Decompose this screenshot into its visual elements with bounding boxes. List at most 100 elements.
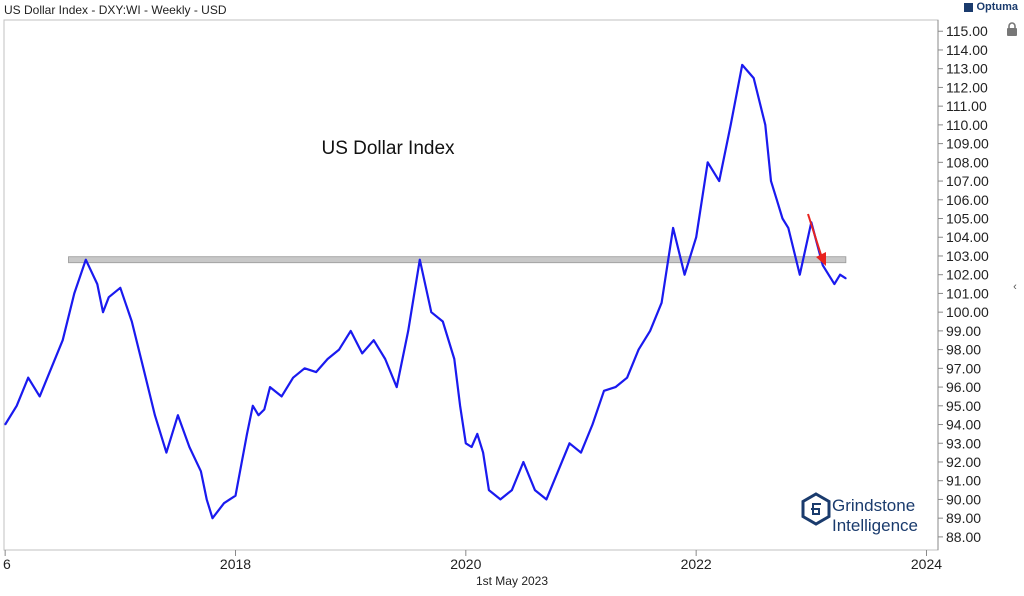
y-tick-label: 103.00 <box>946 248 989 264</box>
resistance-band <box>68 256 847 264</box>
data-point <box>839 273 841 276</box>
chevron-left-icon[interactable]: ‹ <box>1013 281 1017 293</box>
data-point <box>338 348 340 351</box>
watermark-line1: Grindstone <box>832 496 915 515</box>
y-tick-label: 108.00 <box>946 154 989 170</box>
data-point <box>580 451 582 454</box>
data-point <box>752 77 755 79</box>
data-point <box>799 273 801 276</box>
y-tick-label: 110.00 <box>946 117 988 133</box>
data-point <box>568 442 571 445</box>
hexagon-logo-icon <box>801 492 831 526</box>
y-tick-label: 94.00 <box>946 417 981 433</box>
data-point <box>418 258 421 261</box>
data-point <box>73 292 76 295</box>
data-point <box>246 433 248 435</box>
data-point <box>557 470 559 473</box>
data-point <box>4 423 6 426</box>
data-point <box>384 358 387 360</box>
y-tick-label: 104.00 <box>946 229 989 245</box>
data-point <box>741 64 744 66</box>
data-point <box>205 498 208 501</box>
data-point <box>96 283 99 285</box>
resistance-line <box>68 256 847 264</box>
chart-title: US Dollar Index <box>321 138 455 159</box>
data-point <box>280 395 283 398</box>
data-point <box>781 217 784 220</box>
data-point <box>499 498 502 501</box>
data-point <box>326 358 329 360</box>
x-tick-label: 6 <box>3 556 11 572</box>
optuma-brand-text: Optuma <box>976 1 1018 13</box>
title-bar: US Dollar Index - DXY:WI - Weekly - USD <box>0 0 1024 20</box>
y-tick-label: 102.00 <box>946 267 989 283</box>
data-point <box>177 414 179 416</box>
data-point <box>545 498 548 501</box>
data-point <box>119 287 122 289</box>
data-point <box>453 358 456 360</box>
y-tick-label: 99.00 <box>946 323 981 339</box>
x-axis: 6 2018 2020 2022 2024 <box>3 550 942 572</box>
plot-border <box>3 19 939 551</box>
optuma-logo: Optuma <box>964 1 1018 13</box>
grindstone-g-icon <box>811 503 821 515</box>
watermark-line2: Intelligence <box>832 516 918 535</box>
y-tick-label: 105.00 <box>946 211 989 227</box>
data-point <box>603 390 605 392</box>
y-tick-label: 115.00 <box>946 23 988 39</box>
data-point <box>84 258 87 261</box>
plot-frame <box>3 19 939 551</box>
data-point <box>787 227 790 229</box>
y-tick-label: 92.00 <box>946 454 981 470</box>
y-tick-label: 101.00 <box>946 285 989 301</box>
y-tick-label: 111.00 <box>946 98 987 114</box>
y-axis: 115.00 114.00 113.00 112.00 111.00 110.00 109.… <box>937 20 989 550</box>
y-tick-label: 107.00 <box>946 173 989 189</box>
data-point <box>718 180 720 182</box>
data-point <box>626 376 628 379</box>
data-point <box>292 376 294 379</box>
grindstone-watermark: Grindstone Intelligence <box>801 492 918 535</box>
data-point <box>441 320 444 323</box>
data-point <box>108 296 110 298</box>
data-point <box>845 277 847 280</box>
down-arrow-icon <box>816 252 826 266</box>
series-dxy <box>4 63 847 520</box>
data-point <box>775 198 778 201</box>
lock-icon[interactable] <box>1006 22 1018 36</box>
data-point <box>683 273 686 276</box>
data-point <box>395 386 398 388</box>
x-tick-label: 2022 <box>681 556 712 572</box>
data-point <box>15 404 18 407</box>
data-point <box>695 236 697 239</box>
data-point <box>165 451 168 454</box>
data-point <box>476 433 479 435</box>
data-point <box>263 408 266 411</box>
chart-header-title: US Dollar Index - DXY:WI - Weekly - USD <box>4 3 227 17</box>
data-point <box>534 489 536 491</box>
y-tick-label: 90.00 <box>946 491 981 507</box>
data-point <box>61 339 64 342</box>
data-point <box>38 395 41 398</box>
optuma-logo-icon <box>964 2 974 12</box>
data-point <box>27 376 29 379</box>
x-tick-label: 2024 <box>911 556 942 572</box>
data-point <box>649 330 651 332</box>
annotations: US Dollar Index <box>321 138 826 266</box>
x-tick-label: 2018 <box>220 556 251 572</box>
data-point <box>315 371 317 373</box>
y-tick-label: 100.00 <box>946 304 989 320</box>
data-point <box>269 386 271 388</box>
data-point <box>614 386 617 388</box>
y-tick-label: 95.00 <box>946 398 981 414</box>
data-point <box>200 470 202 473</box>
data-point <box>372 339 375 342</box>
data-point <box>223 502 225 504</box>
footer-date: 1st May 2023 <box>475 574 549 588</box>
y-tick-label: 89.00 <box>946 510 981 526</box>
data-point <box>511 489 513 491</box>
data-point <box>50 367 53 370</box>
dxy-line <box>4 63 847 520</box>
data-point <box>188 446 191 448</box>
